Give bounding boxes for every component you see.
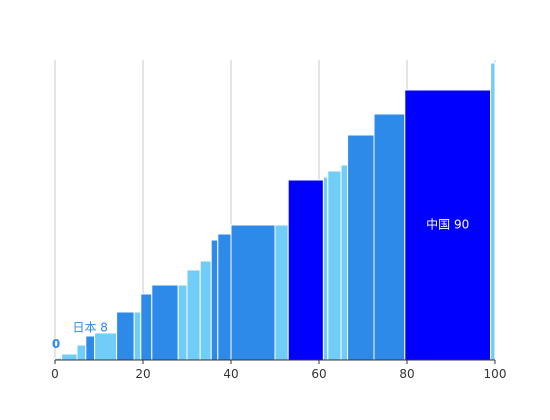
bar-2[interactable] — [76, 344, 87, 361]
bar-1[interactable] — [61, 353, 78, 361]
bar-18[interactable] — [327, 170, 342, 361]
bar-11[interactable] — [199, 260, 212, 361]
bar-6[interactable] — [133, 311, 142, 361]
data-labels: 日本 8 中国 90 0 — [52, 217, 469, 352]
x-tick-label-40: 40 — [223, 367, 238, 381]
bar-series — [54, 62, 496, 361]
x-tick-label-80: 80 — [399, 367, 414, 381]
bar-10[interactable] — [186, 269, 201, 361]
bar-5[interactable] — [116, 311, 135, 361]
x-axis: 0 20 40 60 80 100 — [51, 359, 507, 381]
bar-8[interactable] — [151, 284, 179, 361]
bar-23[interactable] — [490, 62, 496, 361]
data-label-3: 日本 8 — [72, 321, 107, 335]
bar-19[interactable] — [340, 164, 349, 361]
data-label-zero: 0 — [52, 337, 60, 351]
bar-20[interactable] — [347, 134, 375, 361]
bar-14[interactable] — [230, 224, 276, 361]
bar-17[interactable] — [322, 176, 329, 361]
bar-15[interactable] — [274, 224, 289, 361]
bar-9[interactable] — [177, 284, 188, 361]
bar-16[interactable] — [287, 179, 324, 361]
x-tick-label-0: 0 — [51, 367, 59, 381]
x-tick-label-100: 100 — [484, 367, 507, 381]
bar-13[interactable] — [217, 233, 232, 361]
bar-4[interactable] — [94, 332, 118, 361]
x-tick-label-60: 60 — [311, 367, 326, 381]
bar-7[interactable] — [140, 293, 153, 361]
bar-3[interactable] — [85, 335, 96, 361]
bar-21[interactable] — [373, 113, 406, 361]
x-tick-label-20: 20 — [135, 367, 150, 381]
data-label-22: 中国 90 — [426, 217, 469, 232]
bar-12[interactable] — [210, 239, 219, 361]
